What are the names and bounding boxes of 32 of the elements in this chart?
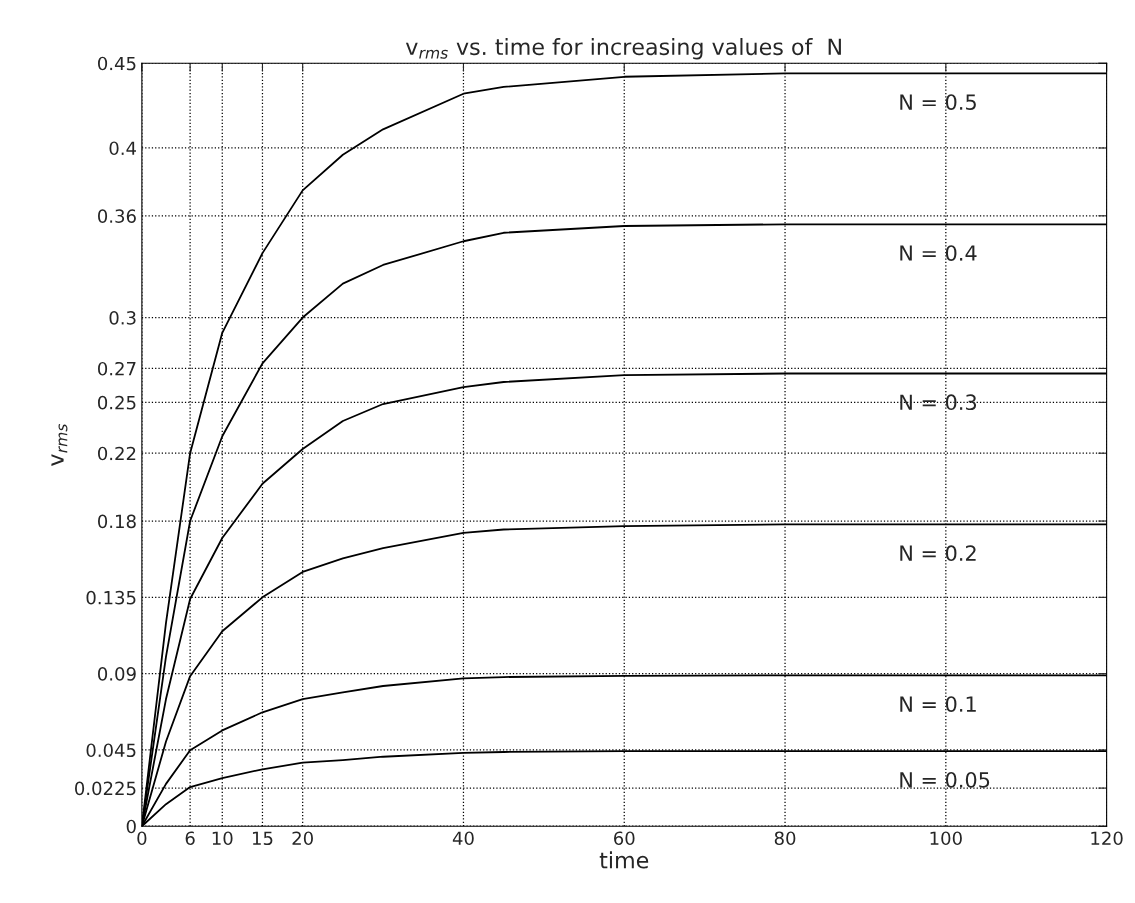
series-label: N = 0.1 xyxy=(900,696,976,712)
y-tick-label: 0.18 xyxy=(98,514,136,529)
series-label: N = 0.05 xyxy=(900,771,990,788)
x-tick-label: 20 xyxy=(292,831,313,846)
y-tick-label: 0.045 xyxy=(86,743,136,758)
y-tick-label: 0.3 xyxy=(109,311,136,325)
y-tick-label: 0.45 xyxy=(98,56,136,71)
x-tick-label: 120 xyxy=(1091,831,1123,846)
x-tick-label: 60 xyxy=(614,831,635,846)
x-tick-label: 80 xyxy=(774,831,796,846)
series-label: N = 0.4 xyxy=(900,245,977,261)
y-tick-label: 0 xyxy=(126,819,136,834)
y-tick-label: 0.0225 xyxy=(75,781,136,796)
y-tick-label: 0.4 xyxy=(109,141,136,156)
y-tick-label: 0.27 xyxy=(98,361,136,376)
series-label: N = 0.3 xyxy=(900,394,977,411)
x-tick-label: 6 xyxy=(185,831,195,846)
x-axis-title: time xyxy=(599,851,649,869)
x-tick-label: 100 xyxy=(930,831,962,846)
x-tick-label: 10 xyxy=(212,831,233,846)
y-tick-label: 0.22 xyxy=(98,446,136,461)
x-tick-label: 0 xyxy=(137,831,147,846)
y-tick-label: 0.135 xyxy=(86,590,136,605)
y-tick-label: 0.36 xyxy=(98,209,136,223)
x-tick-label: 40 xyxy=(452,831,474,846)
chart-title: v$_{rms}$ vs. time for increasing values of N xyxy=(405,37,841,60)
x-tick-label: 15 xyxy=(252,831,273,846)
series-label: N = 0.5 xyxy=(900,94,976,110)
y-tick-label: 0.25 xyxy=(98,395,136,410)
series-label: N = 0.2 xyxy=(900,545,976,562)
y-tick-label: 0.09 xyxy=(98,667,136,681)
y-axis-title: v$_{rms}$ xyxy=(51,423,68,466)
